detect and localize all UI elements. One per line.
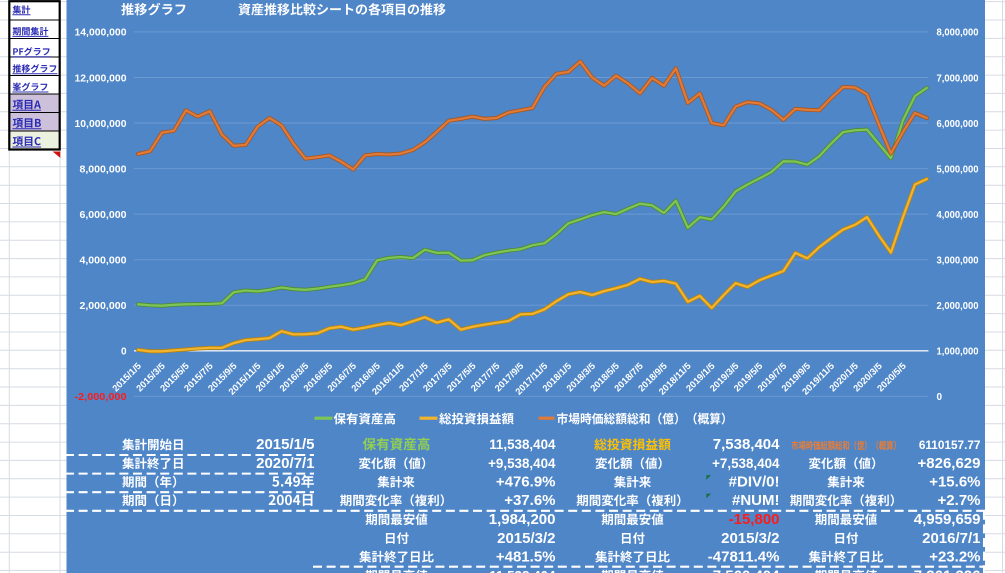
svg-text:7,538,404: 7,538,404 <box>713 436 780 453</box>
svg-text:14,000,000: 14,000,000 <box>75 28 127 39</box>
svg-text:#NUM!: #NUM! <box>732 492 780 509</box>
svg-text:6110157.77: 6110157.77 <box>919 438 981 452</box>
svg-text:+15.6%: +15.6% <box>929 474 980 491</box>
svg-text:11,538,404: 11,538,404 <box>489 437 556 452</box>
svg-text:0: 0 <box>937 392 943 403</box>
svg-text:5,000,000: 5,000,000 <box>937 164 979 175</box>
svg-text:+23.2%: +23.2% <box>929 548 980 565</box>
svg-text:+826,629: +826,629 <box>918 455 981 472</box>
svg-text:7,560,404: 7,560,404 <box>713 567 780 573</box>
svg-text:7,000,000: 7,000,000 <box>937 73 979 84</box>
svg-text:2016/7/1: 2016/7/1 <box>922 530 980 547</box>
svg-text:+481.5%: +481.5% <box>496 548 556 565</box>
svg-text:2015/3/2: 2015/3/2 <box>721 530 779 547</box>
svg-text:11,538,404: 11,538,404 <box>489 568 556 573</box>
svg-text:-47811.4%: -47811.4% <box>708 548 780 565</box>
svg-text:4,000,000: 4,000,000 <box>80 256 127 267</box>
svg-text:2015/3/2: 2015/3/2 <box>497 530 555 547</box>
svg-text:+37.6%: +37.6% <box>504 492 555 509</box>
svg-text:+9,538,404: +9,538,404 <box>488 456 556 471</box>
svg-text:4,959,659: 4,959,659 <box>914 511 981 528</box>
svg-text:-2,000,000: -2,000,000 <box>75 392 127 403</box>
svg-text:0: 0 <box>121 347 127 358</box>
svg-text:8,000,000: 8,000,000 <box>937 28 979 39</box>
svg-text:6,000,000: 6,000,000 <box>80 210 127 221</box>
svg-text:-15,800: -15,800 <box>729 511 780 528</box>
svg-text:2,000,000: 2,000,000 <box>80 301 127 312</box>
svg-text:2,000,000: 2,000,000 <box>937 301 979 312</box>
svg-text:3,000,000: 3,000,000 <box>937 256 979 267</box>
svg-text:+2.7%: +2.7% <box>938 492 981 509</box>
svg-text:2015/1/5: 2015/1/5 <box>256 436 314 453</box>
svg-text:+7,538,404: +7,538,404 <box>712 456 780 471</box>
svg-text:12,000,000: 12,000,000 <box>75 73 127 84</box>
svg-text:#DIV/0!: #DIV/0! <box>729 474 780 491</box>
svg-text:2020/7/1: 2020/7/1 <box>256 455 314 472</box>
svg-text:7,361,326: 7,361,326 <box>914 567 981 573</box>
svg-text:10,000,000: 10,000,000 <box>75 119 127 130</box>
svg-text:+476.9%: +476.9% <box>496 474 556 491</box>
svg-text:4,000,000: 4,000,000 <box>937 210 979 221</box>
svg-text:6,000,000: 6,000,000 <box>937 119 979 130</box>
svg-text:8,000,000: 8,000,000 <box>80 164 127 175</box>
svg-text:1,984,200: 1,984,200 <box>489 511 556 528</box>
svg-text:1,000,000: 1,000,000 <box>937 347 979 358</box>
